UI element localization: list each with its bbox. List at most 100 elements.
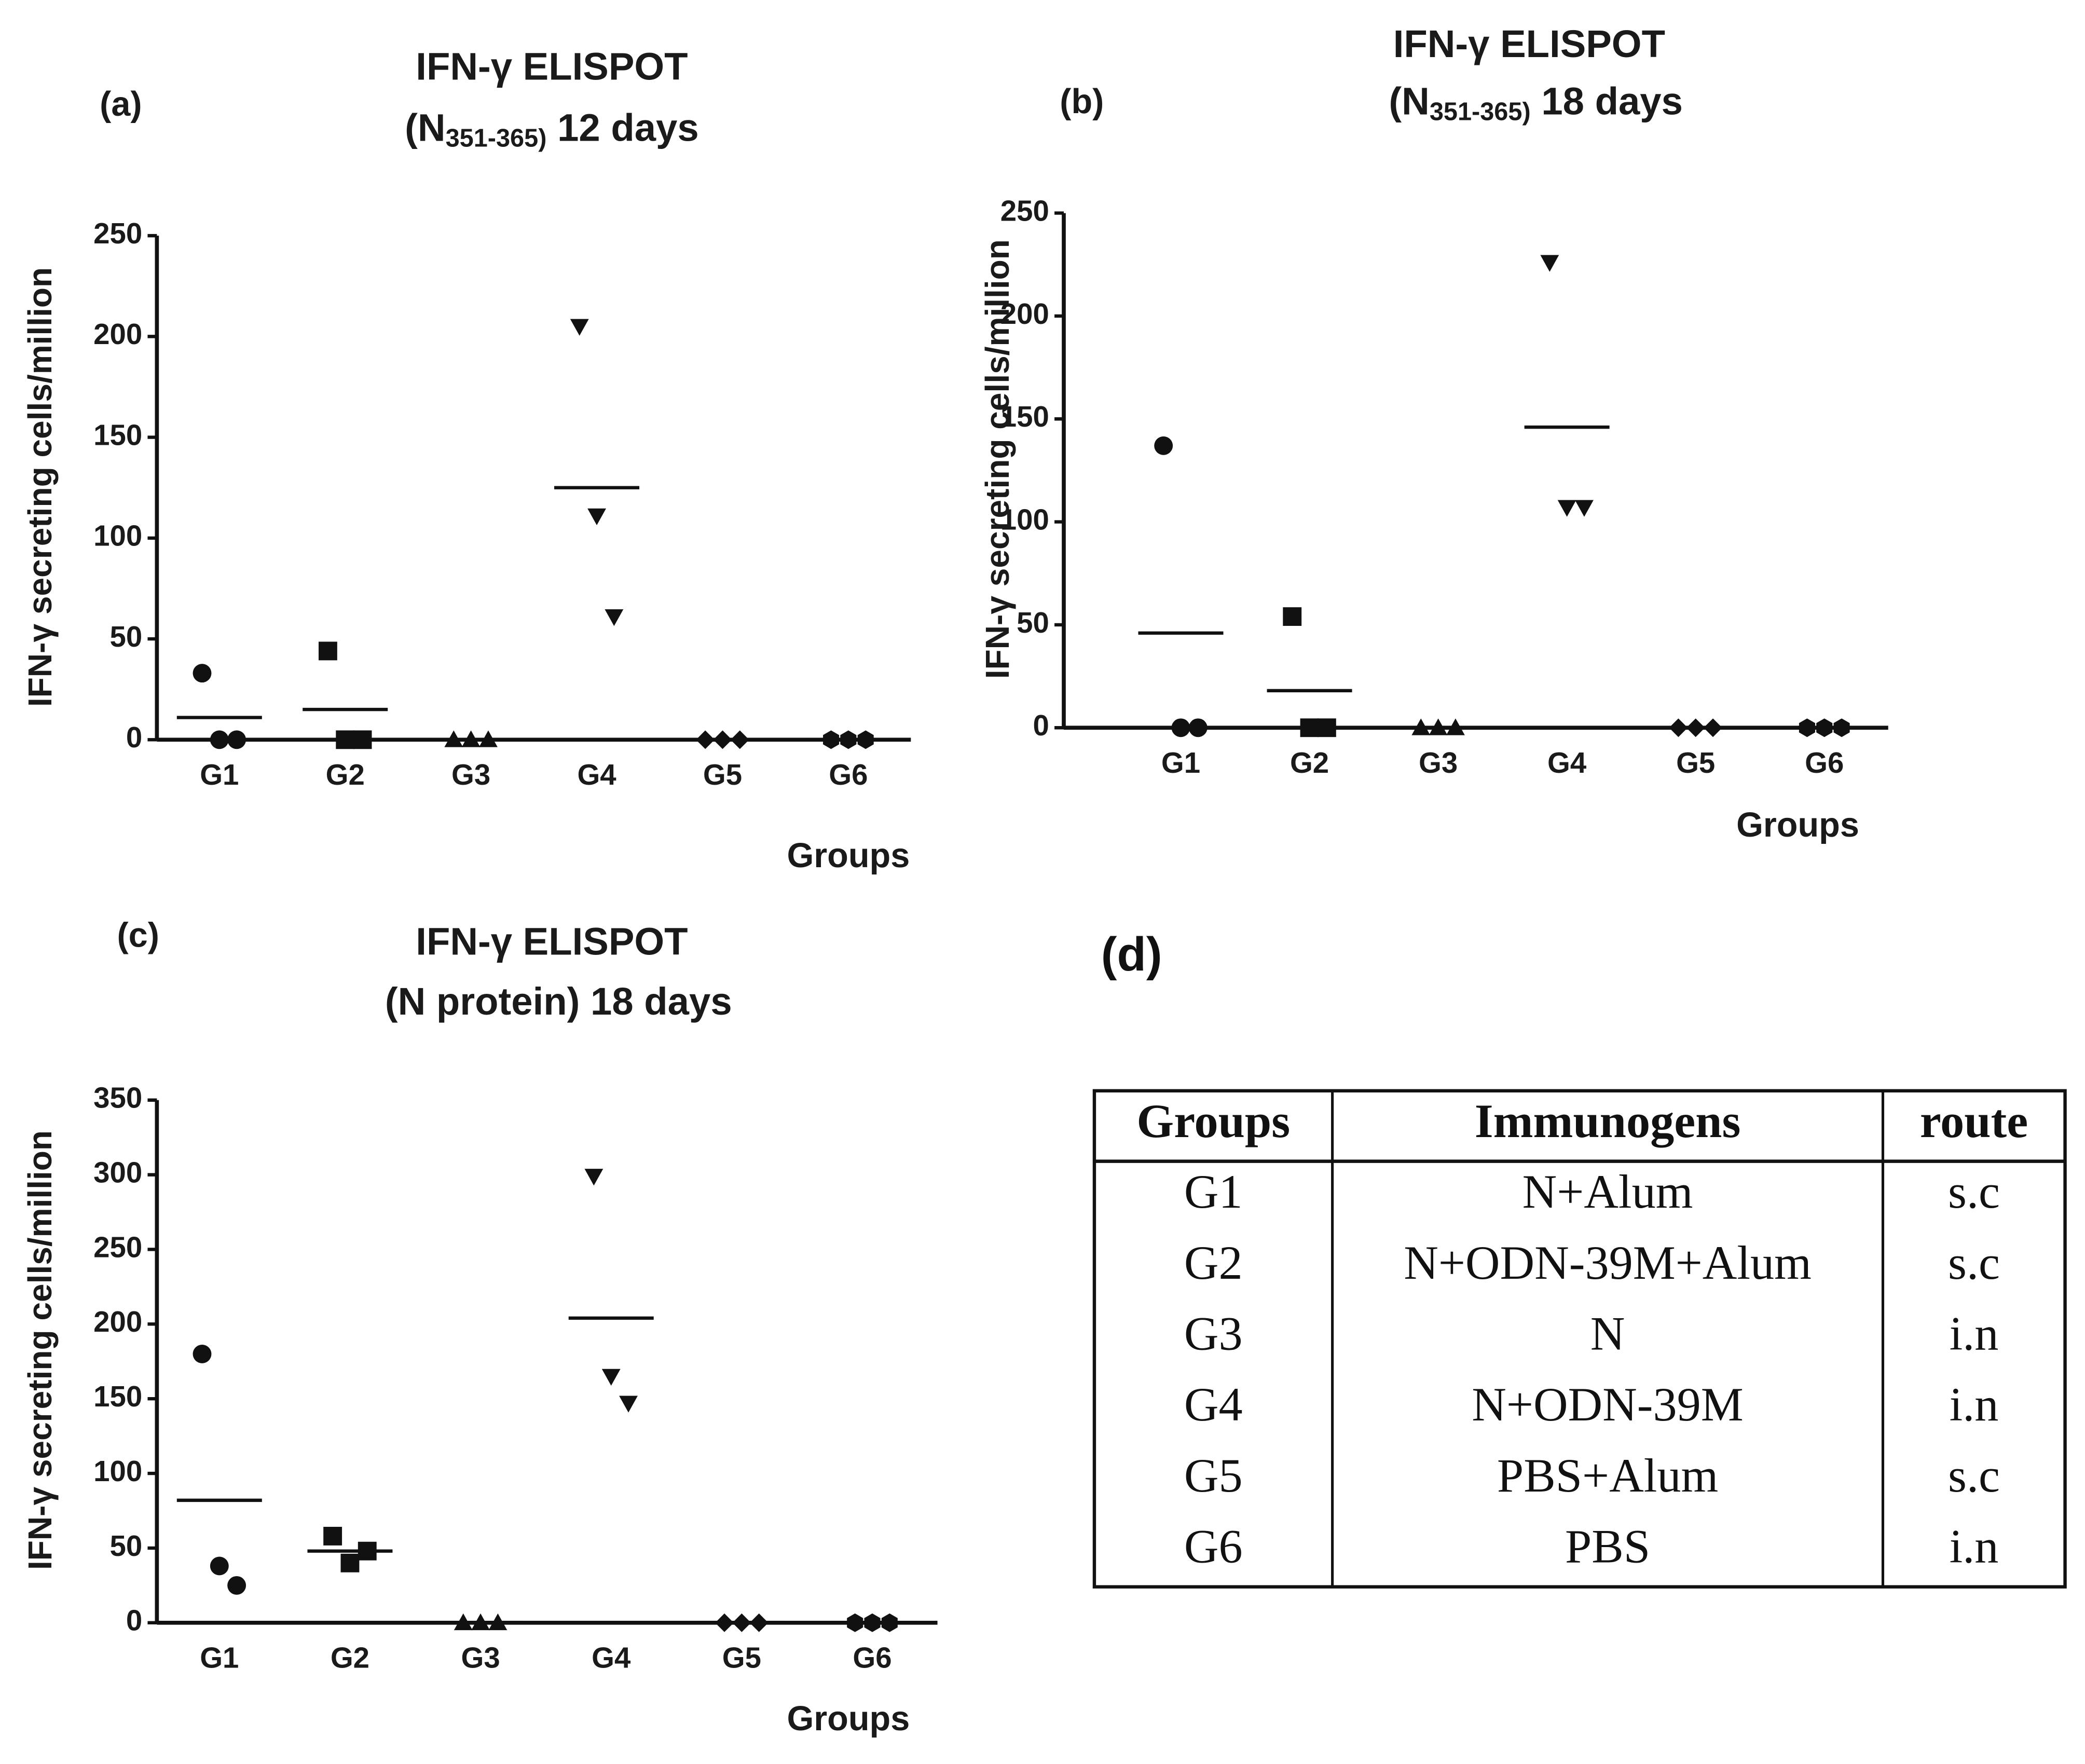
data-point (1283, 607, 1302, 626)
x-tick-label: G4 (577, 758, 616, 791)
y-tick-label: 0 (126, 1604, 142, 1637)
subtitle-part: 351-365) (446, 124, 547, 152)
table-cell: G3 (1184, 1307, 1243, 1360)
data-point (1686, 718, 1705, 737)
chart-panel: (b) IFN-γ ELISPOT (N351-365) 18 days IFN-γ … (979, 22, 1888, 844)
chart-panel: (a) IFN-γ ELISPOT (N351-365) 12 days IFN-γ … (21, 45, 911, 875)
data-point (336, 730, 355, 749)
data-point (353, 730, 372, 749)
table-cell: G2 (1184, 1236, 1243, 1289)
subtitle-part: 351-365) (1430, 98, 1531, 126)
subtitle-part: (N (1389, 79, 1429, 122)
x-tick-label: G2 (1290, 746, 1329, 779)
data-point (358, 1541, 377, 1561)
table-cell: G5 (1184, 1449, 1243, 1502)
table-cell: i.n (1950, 1307, 1999, 1360)
x-tick-label: G5 (722, 1641, 761, 1674)
data-point (1188, 718, 1208, 737)
data-point (1411, 718, 1431, 735)
data-point (1816, 718, 1833, 737)
data-point (227, 1576, 246, 1595)
table-cell: N+ODN-39M (1472, 1378, 1744, 1431)
data-point (1704, 718, 1722, 737)
y-tick-label: 250 (93, 1230, 142, 1263)
data-point (823, 730, 840, 749)
y-tick-label: 100 (93, 1455, 142, 1487)
data-point (1317, 718, 1336, 737)
table-cell: s.c (1948, 1236, 2000, 1289)
data-point (1799, 718, 1815, 737)
data-point (210, 1556, 229, 1576)
data-point (318, 641, 337, 661)
chart-subtitle: (N351-365) 18 days (1389, 79, 1683, 126)
panel-label: (a) (100, 85, 142, 124)
data-point (1429, 718, 1448, 735)
data-point (847, 1613, 863, 1632)
data-point (1669, 718, 1688, 737)
x-tick-label: G4 (592, 1641, 631, 1674)
chart-title: IFN-γ ELISPOT (1393, 22, 1665, 65)
data-point (1540, 255, 1559, 272)
x-tick-label: G1 (200, 1641, 239, 1674)
data-point (444, 730, 463, 747)
data-point (210, 730, 229, 749)
table-border (1092, 1089, 2067, 1589)
y-axis-label: IFN-γ secreting cells/million (979, 239, 1016, 679)
y-tick-label: 350 (93, 1082, 142, 1114)
y-tick-label: 0 (126, 721, 142, 754)
y-tick-label: 200 (93, 1305, 142, 1338)
subtitle-part: (N protein) 18 days (385, 980, 732, 1023)
y-tick-label: 150 (93, 418, 142, 451)
chart-title: IFN-γ ELISPOT (416, 45, 688, 88)
data-point (1171, 718, 1190, 737)
table-cell: G1 (1184, 1165, 1243, 1218)
data-point (587, 508, 606, 526)
table-cell: G6 (1184, 1520, 1243, 1572)
x-tick-label: G2 (326, 758, 365, 791)
panel-label: (d) (1101, 927, 1162, 981)
y-tick-label: 150 (1000, 400, 1049, 433)
table-cell: N (1590, 1307, 1625, 1360)
x-tick-label: G5 (1676, 746, 1715, 779)
table: (d) Groups Immunogens route G1 N+Alum s.c G2 N+O… (1092, 927, 2067, 1589)
data-point (584, 1169, 603, 1186)
data-point (619, 1396, 638, 1413)
x-tick-label: G5 (703, 758, 742, 791)
y-tick-label: 150 (93, 1380, 142, 1413)
chart-subtitle: (N351-365) 12 days (405, 106, 699, 152)
table-header: route (1920, 1095, 2028, 1147)
x-tick-label: G4 (1547, 746, 1587, 779)
data-point (881, 1613, 898, 1632)
table-cell: s.c (1948, 1165, 2000, 1218)
data-point (840, 730, 857, 749)
table-header: Immunogens (1475, 1095, 1741, 1147)
data-point (454, 1613, 473, 1631)
y-tick-label: 50 (109, 620, 142, 653)
y-tick-label: 50 (109, 1529, 142, 1562)
panel-label: (b) (1060, 83, 1104, 121)
data-point (488, 1613, 507, 1631)
chart-panel: (c) IFN-γ ELISPOT (N protein) 18 days IFN-γ… (21, 917, 938, 1738)
data-point (193, 1344, 212, 1363)
data-point (570, 319, 589, 336)
x-tick-label: G1 (1161, 746, 1200, 779)
y-tick-label: 250 (1000, 194, 1049, 227)
x-axis-label: Groups (787, 837, 910, 875)
y-tick-label: 0 (1033, 709, 1049, 742)
data-point (864, 1613, 881, 1632)
y-tick-label: 250 (93, 217, 142, 250)
table-cell: N+Alum (1522, 1165, 1693, 1218)
data-point (601, 1369, 621, 1386)
data-point (1300, 718, 1319, 737)
data-point (479, 730, 498, 747)
data-point (605, 609, 624, 626)
x-axis-label: Groups (787, 1700, 910, 1738)
x-tick-label: G6 (1805, 746, 1844, 779)
subtitle-part: (N (405, 106, 445, 149)
x-tick-label: G3 (1419, 746, 1458, 779)
y-tick-label: 200 (93, 318, 142, 350)
data-point (323, 1526, 342, 1546)
x-tick-label: G6 (853, 1641, 891, 1674)
